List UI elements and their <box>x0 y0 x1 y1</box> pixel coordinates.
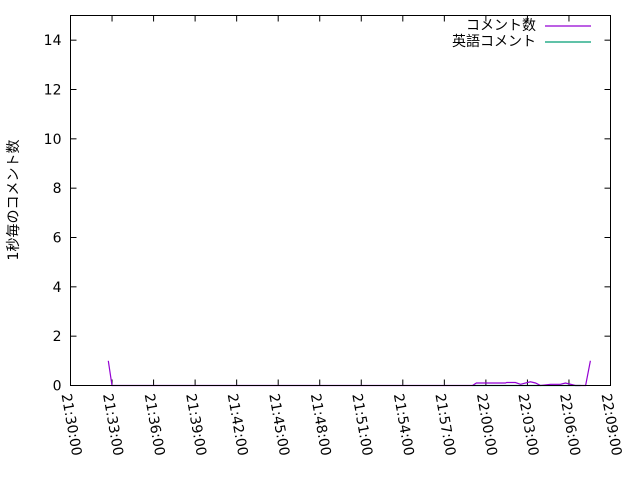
y-tick-label: 8 <box>53 181 62 197</box>
series-group <box>107 360 591 387</box>
x-tick-label: 21:48:00 <box>307 392 334 457</box>
x-tick-label: 21:51:00 <box>348 392 375 457</box>
x-tick-label: 21:36:00 <box>141 392 168 457</box>
y-tick-label: 6 <box>53 231 62 247</box>
legend-label-1: 英語コメント <box>452 33 536 50</box>
y-tick-label: 2 <box>53 329 62 345</box>
y-tick-label: 10 <box>44 132 62 148</box>
y-tick-label: 0 <box>53 379 62 395</box>
x-tick-label: 21:42:00 <box>224 392 251 457</box>
x-tick-label: 21:33:00 <box>99 392 126 457</box>
plot-frame <box>70 15 611 386</box>
x-tick-label: 22:03:00 <box>514 392 541 457</box>
y-axis-label: 1秒毎のコメント数 <box>6 140 22 261</box>
x-tick-label: 22:06:00 <box>556 392 583 457</box>
x-tick-label: 21:39:00 <box>182 392 209 457</box>
series-line <box>107 360 591 387</box>
x-tick-label: 22:09:00 <box>598 392 625 457</box>
ticks: 0 2 4 6 8 10 12 14 21:30:00 21:33:00 21:36:00 21:39… <box>44 15 625 457</box>
y-tick-label: 14 <box>44 33 62 49</box>
x-tick-label: 21:45:00 <box>265 392 292 457</box>
x-tick-label: 22:00:00 <box>473 392 500 457</box>
x-tick-label: 21:54:00 <box>390 392 417 457</box>
legend-label-0: コメント数 <box>466 18 536 34</box>
y-tick-label: 12 <box>44 83 62 99</box>
y-tick-label: 4 <box>53 280 62 296</box>
x-tick-label: 21:30:00 <box>58 392 85 457</box>
legend: コメント数 英語コメント <box>452 18 591 50</box>
x-tick-label: 21:57:00 <box>431 392 458 457</box>
